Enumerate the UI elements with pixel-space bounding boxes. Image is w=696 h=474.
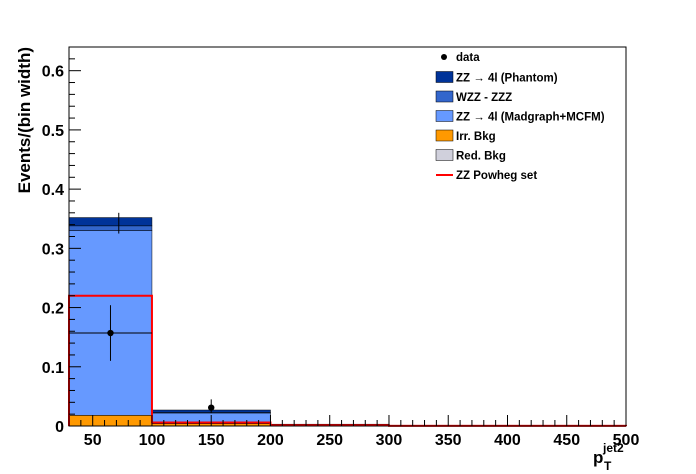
x-tick-label-300: 300 [376, 432, 403, 449]
x-axis-title-sup: jet2 [602, 441, 624, 455]
data-point-1 [208, 404, 215, 411]
x-tick-label-400: 400 [494, 432, 521, 449]
legend-data-marker [441, 54, 447, 60]
legend-label-red-bkg: Red. Bkg [456, 151, 506, 163]
legend-swatch-red-bkg [435, 149, 454, 161]
bar-series-3-bin-0 [68, 225, 153, 231]
legend-swatch-phantom [435, 71, 454, 83]
legend-label-phantom: ZZ → 4l (Phantom) [456, 73, 558, 85]
powheg-line [68, 294, 627, 427]
powheg-line-group [68, 294, 627, 427]
data-points [69, 305, 215, 413]
x-axis: 50 100 150 200 250 300 350 400 450 500 [68, 415, 640, 449]
x-tick-label-200: 200 [257, 432, 284, 449]
x-tick-label-150: 150 [198, 432, 225, 449]
x-tick-label-500: 500 [613, 432, 640, 449]
y-axis-title: Events/(bin width) [15, 47, 34, 193]
bar-series-4-bin-0 [68, 217, 153, 227]
x-axis-title: p T jet2 [593, 441, 624, 473]
x-tick-label-50: 50 [84, 432, 102, 449]
legend-label-data: data [456, 52, 480, 64]
y-tick-label-2: 0.2 [42, 301, 64, 318]
x-tick-label-100: 100 [139, 432, 166, 449]
legend-swatch-irr-bkg [435, 129, 454, 142]
y-tick-label-3: 0.3 [42, 241, 64, 258]
x-tick-label-350: 350 [435, 432, 462, 449]
legend-label-wzz-zzz: WZZ - ZZZ [456, 92, 512, 104]
y-tick-label-1: 0.1 [42, 360, 64, 377]
y-tick-label-4: 0.4 [42, 182, 64, 199]
y-tick-label-0: 0 [55, 419, 64, 436]
legend-label-powheg: ZZ Powheg set [456, 170, 537, 182]
data-point-0 [107, 329, 114, 337]
legend-label-irr-bkg: Irr. Bkg [456, 131, 496, 143]
legend-label-madgraph: ZZ → 4l (Madgraph+MCFM) [456, 112, 605, 124]
x-axis-title-sub: T [604, 459, 612, 473]
y-axis: 0 0.1 0.2 0.3 0.4 0.5 0.6 [42, 46, 81, 436]
x-tick-label-450: 450 [553, 432, 580, 449]
y-tick-label-5: 0.5 [42, 123, 64, 140]
y-tick-label-6: 0.6 [42, 64, 64, 81]
bar-series-1-bin-0 [68, 415, 153, 427]
legend: data ZZ → 4l (Phantom) WZZ - ZZZ ZZ → 4l… [435, 52, 605, 182]
x-tick-label-250: 250 [316, 432, 343, 449]
legend-swatch-madgraph [435, 110, 454, 122]
legend-swatch-wzz-zzz [435, 90, 454, 103]
x-axis-title-base: p [593, 448, 603, 467]
